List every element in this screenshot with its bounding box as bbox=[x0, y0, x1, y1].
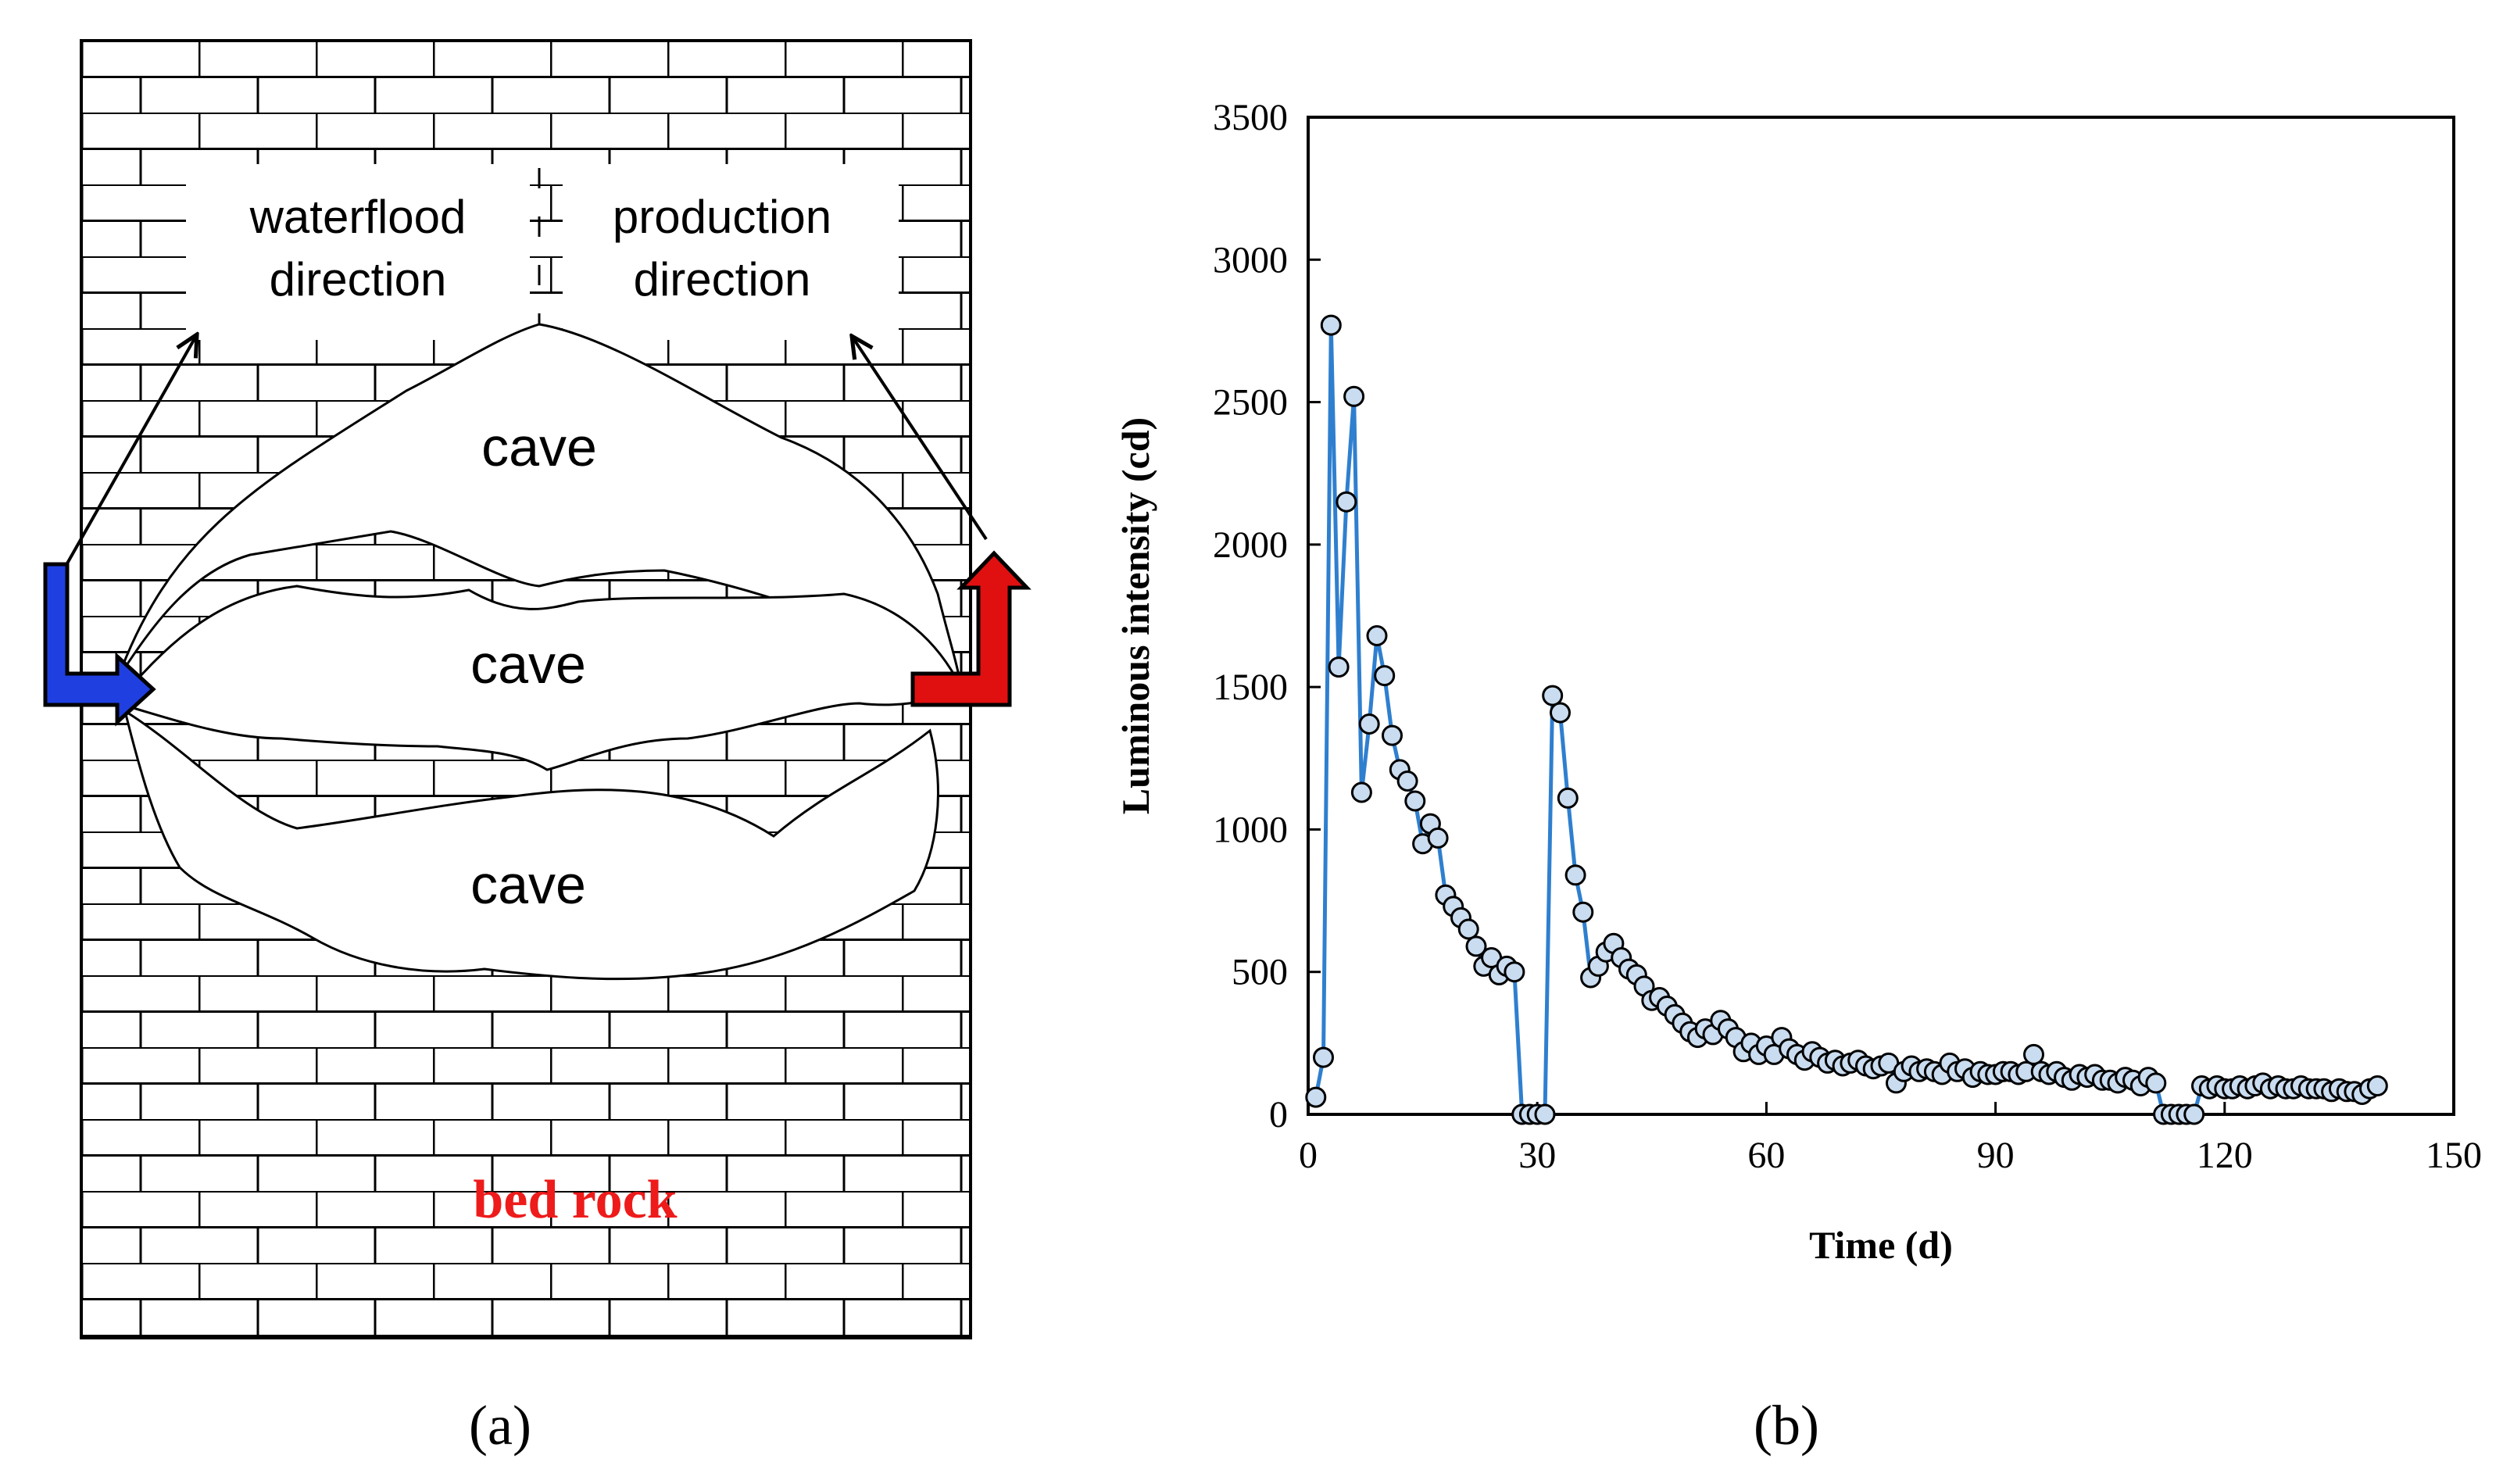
panel-a-reservoir-diagram: cave cave cave waterflood direction prod… bbox=[43, 39, 1032, 1457]
waterflood-direction-arrow bbox=[63, 334, 197, 570]
y-tick-label: 2000 bbox=[1213, 524, 1288, 566]
data-point bbox=[1427, 827, 1449, 849]
data-point bbox=[1336, 491, 1357, 513]
data-point bbox=[1374, 665, 1396, 687]
data-point bbox=[1557, 787, 1579, 809]
data-point bbox=[1366, 625, 1388, 646]
y-axis-label: Luminous intensity (cd) bbox=[1114, 417, 1157, 814]
panel-b-luminous-intensity-chart: 0 30 60 90 120 150 0 500 1000 1500 2000 2500 3000 35… bbox=[1114, 97, 2482, 1457]
data-point bbox=[1534, 1103, 1556, 1125]
x-tick-label: 120 bbox=[2197, 1135, 2253, 1176]
data-point bbox=[1457, 918, 1479, 940]
data-point bbox=[2366, 1075, 2388, 1096]
injection-well-arrow bbox=[43, 562, 156, 727]
data-point bbox=[1504, 961, 1525, 983]
data-point bbox=[2145, 1072, 2167, 1094]
y-tick-label: 1500 bbox=[1213, 667, 1288, 708]
waterflood-label-line1: waterflood bbox=[249, 191, 467, 243]
data-point bbox=[1350, 781, 1372, 803]
data-point bbox=[2023, 1043, 2044, 1065]
data-point bbox=[1396, 771, 1418, 792]
data-point bbox=[1550, 702, 1571, 724]
data-point bbox=[1465, 935, 1487, 957]
x-tick-label: 0 bbox=[1299, 1135, 1318, 1176]
data-point bbox=[1572, 901, 1594, 923]
cave-label-lower: cave bbox=[470, 854, 586, 915]
production-label-box bbox=[563, 164, 899, 340]
y-tick-label: 500 bbox=[1232, 952, 1288, 993]
data-point bbox=[1305, 1086, 1327, 1108]
cave-label-middle: cave bbox=[470, 634, 586, 695]
y-tick-label: 1000 bbox=[1213, 809, 1288, 850]
data-point bbox=[2183, 1103, 2205, 1125]
x-tick-label: 30 bbox=[1518, 1135, 1556, 1176]
y-tick-label: 2500 bbox=[1213, 382, 1288, 424]
panel-b-caption: (b) bbox=[1754, 1394, 1819, 1457]
x-axis-label: Time (d) bbox=[1809, 1223, 1953, 1267]
data-point bbox=[1542, 685, 1564, 706]
x-tick-label: 60 bbox=[1747, 1135, 1785, 1176]
production-direction-arrow bbox=[852, 336, 988, 541]
cave-lower bbox=[123, 708, 939, 981]
production-label-line2: direction bbox=[634, 253, 811, 306]
x-tick-label: 90 bbox=[1977, 1135, 2015, 1176]
production-well-arrow bbox=[910, 550, 1032, 707]
data-point bbox=[1313, 1046, 1334, 1068]
cave-label-upper: cave bbox=[481, 417, 597, 477]
production-label-line1: production bbox=[613, 191, 831, 243]
data-point bbox=[1404, 790, 1426, 812]
data-point bbox=[1328, 656, 1350, 678]
data-point bbox=[1564, 864, 1586, 886]
y-tick-label: 0 bbox=[1269, 1094, 1288, 1135]
y-tick-label: 3500 bbox=[1213, 97, 1288, 138]
x-axis: 0 30 60 90 120 150 bbox=[1299, 1102, 2482, 1176]
data-point bbox=[1320, 314, 1342, 336]
x-tick-label: 150 bbox=[2426, 1135, 2482, 1176]
data-point bbox=[1358, 713, 1380, 735]
panel-a-caption: (a) bbox=[469, 1394, 531, 1457]
cave-upper bbox=[116, 323, 961, 683]
series-markers bbox=[1305, 314, 2388, 1125]
waterflood-label-box bbox=[186, 164, 530, 340]
bedrock-label: bed rock bbox=[473, 1170, 677, 1230]
y-axis: 0 500 1000 1500 2000 2500 3000 3500 bbox=[1213, 97, 1321, 1135]
waterflood-label-line2: direction bbox=[270, 253, 447, 306]
y-tick-label: 3000 bbox=[1213, 239, 1288, 281]
data-point bbox=[1382, 724, 1403, 746]
plot-frame bbox=[1307, 116, 2455, 1116]
data-point bbox=[1343, 385, 1365, 407]
